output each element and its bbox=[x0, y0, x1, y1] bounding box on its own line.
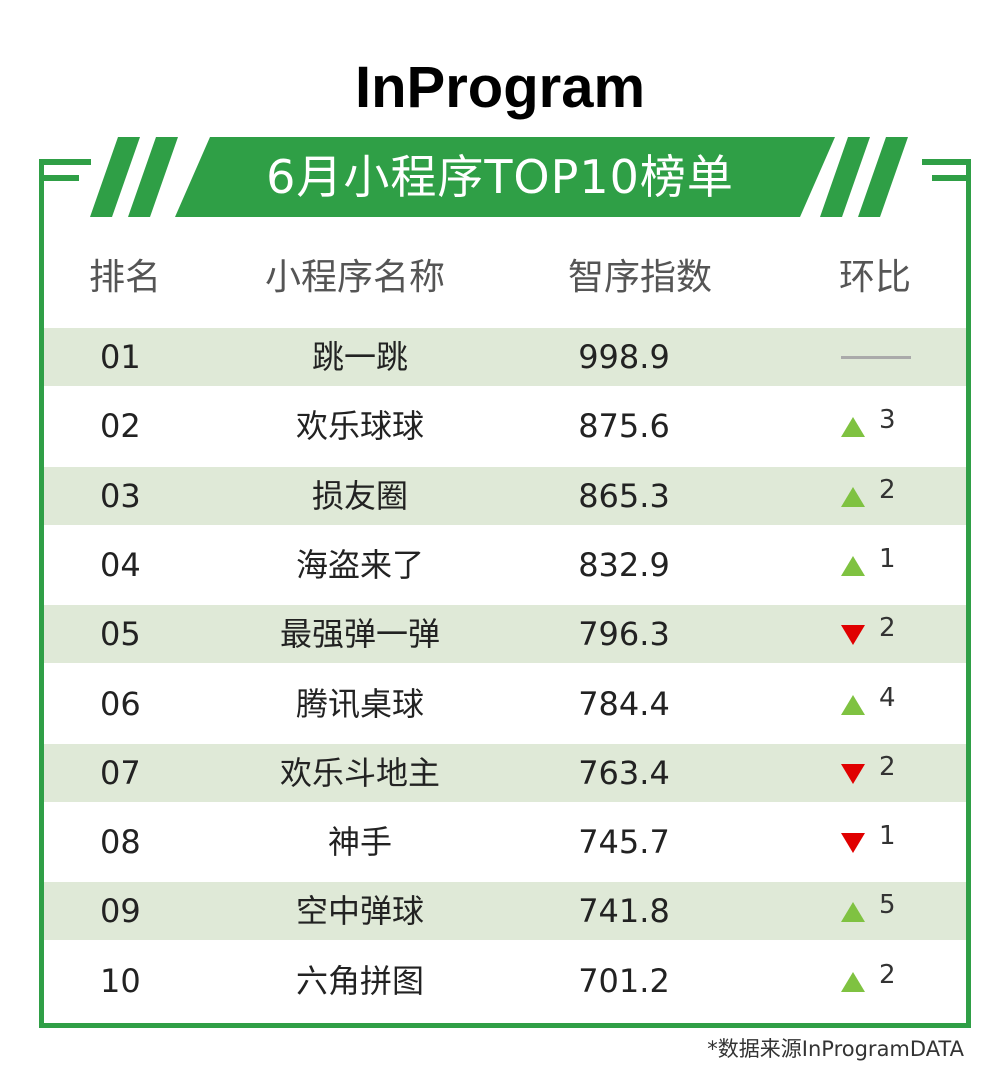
banner-left-stripe-2 bbox=[128, 137, 178, 217]
row-name: 损友圈 bbox=[311, 476, 408, 515]
row-name: 欢乐球球 bbox=[295, 407, 424, 446]
row-change: 2 bbox=[841, 744, 941, 802]
down-triangle-icon bbox=[841, 833, 865, 854]
banner-main-shape bbox=[175, 137, 835, 217]
change-value: 4 bbox=[879, 682, 896, 713]
row-score: 832.9 bbox=[578, 545, 670, 584]
row-name: 海盗来了 bbox=[295, 545, 424, 584]
row-score: 998.9 bbox=[578, 338, 670, 376]
table-row: 10 六角拼图 701.2 2 bbox=[44, 952, 966, 1010]
change-value: 1 bbox=[879, 821, 896, 852]
row-score: 865.3 bbox=[578, 476, 670, 515]
row-score: 784.4 bbox=[578, 684, 670, 723]
table-frame bbox=[39, 164, 971, 1028]
banner-right-stripe-1 bbox=[820, 137, 870, 217]
row-rank: 01 bbox=[100, 338, 141, 376]
row-rank: 09 bbox=[100, 892, 141, 931]
up-triangle-icon bbox=[841, 486, 865, 507]
row-score: 796.3 bbox=[578, 615, 670, 654]
row-name: 跳一跳 bbox=[311, 338, 408, 376]
row-rank: 03 bbox=[100, 476, 141, 515]
banner-right-line-1 bbox=[922, 159, 971, 165]
table-row: 03 损友圈 865.3 2 bbox=[44, 466, 966, 525]
row-name: 六角拼图 bbox=[295, 961, 424, 1000]
table-row: 07 欢乐斗地主 763.4 2 bbox=[44, 743, 966, 802]
up-triangle-icon bbox=[841, 694, 865, 715]
row-rank: 08 bbox=[100, 823, 141, 862]
row-name: 空中弹球 bbox=[295, 892, 424, 931]
row-score: 745.7 bbox=[578, 823, 670, 862]
header-change: 环比 bbox=[838, 257, 911, 298]
row-change: 1 bbox=[841, 813, 941, 871]
table-row: 04 海盗来了 832.9 1 bbox=[44, 536, 966, 594]
header-name: 小程序名称 bbox=[264, 257, 445, 298]
change-value: 2 bbox=[879, 959, 896, 990]
table-row: 09 空中弹球 741.8 5 bbox=[44, 882, 966, 941]
row-rank: 04 bbox=[100, 545, 141, 584]
banner-right-stripe-2 bbox=[858, 137, 908, 217]
row-score: 701.2 bbox=[578, 961, 670, 1000]
change-value: 3 bbox=[879, 405, 896, 436]
row-rank: 05 bbox=[100, 615, 141, 654]
row-score: 875.6 bbox=[578, 407, 670, 446]
row-name: 腾讯桌球 bbox=[295, 684, 424, 723]
header-rank: 排名 bbox=[88, 257, 161, 298]
down-triangle-icon bbox=[841, 625, 865, 646]
row-change: 3 bbox=[841, 397, 941, 455]
row-rank: 10 bbox=[100, 961, 141, 1000]
change-value: 2 bbox=[879, 751, 896, 782]
up-triangle-icon bbox=[841, 902, 865, 923]
row-rank: 07 bbox=[100, 753, 141, 792]
row-change: 4 bbox=[841, 675, 941, 733]
row-name: 神手 bbox=[327, 823, 392, 862]
banner-left-line-1 bbox=[39, 159, 91, 165]
up-triangle-icon bbox=[841, 417, 865, 438]
banner-left-stripe-1 bbox=[90, 137, 140, 217]
up-triangle-icon bbox=[841, 971, 865, 992]
row-change: 2 bbox=[841, 605, 941, 663]
down-triangle-icon bbox=[841, 763, 865, 784]
banner-graphic bbox=[39, 137, 971, 217]
change-value: 2 bbox=[879, 613, 896, 644]
table-row: 08 神手 745.7 1 bbox=[44, 813, 966, 871]
row-rank: 02 bbox=[100, 407, 141, 446]
change-value: 5 bbox=[879, 890, 896, 921]
row-change: 1 bbox=[841, 536, 941, 594]
brand-title: InProgram bbox=[354, 55, 646, 120]
table-row: 02 欢乐球球 875.6 3 bbox=[44, 397, 966, 455]
flat-dash-icon bbox=[841, 356, 911, 359]
row-name: 最强弹一弹 bbox=[279, 615, 440, 654]
up-triangle-icon bbox=[841, 555, 865, 576]
banner-right-line-2 bbox=[932, 175, 971, 181]
row-score: 763.4 bbox=[578, 753, 670, 792]
banner-left-line-2 bbox=[39, 175, 79, 181]
banner-title: 6月小程序TOP10榜单 bbox=[266, 150, 734, 204]
header-score: 智序指数 bbox=[567, 257, 712, 298]
row-change: 5 bbox=[841, 882, 941, 940]
row-change bbox=[841, 328, 941, 386]
table-row: 05 最强弹一弹 796.3 2 bbox=[44, 605, 966, 664]
row-name: 欢乐斗地主 bbox=[279, 753, 440, 792]
row-change: 2 bbox=[841, 467, 941, 525]
source-note: *数据来源InProgramDATA bbox=[707, 1037, 964, 1061]
table-row: 06 腾讯桌球 784.4 4 bbox=[44, 675, 966, 733]
row-change: 2 bbox=[841, 952, 941, 1010]
table-row: 01 跳一跳 998.9 bbox=[44, 328, 966, 386]
change-value: 2 bbox=[879, 474, 896, 505]
change-value: 1 bbox=[879, 543, 896, 574]
row-rank: 06 bbox=[100, 684, 141, 723]
row-score: 741.8 bbox=[578, 892, 670, 931]
